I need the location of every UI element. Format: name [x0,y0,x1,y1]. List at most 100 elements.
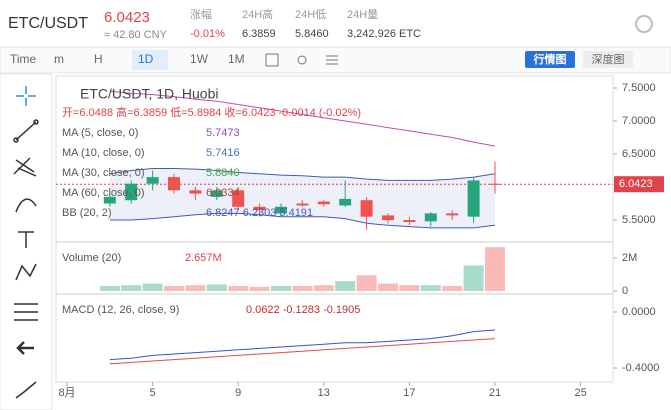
view-button-label[interactable]: 深度图 [592,52,625,66]
indicator-name: MA (60, close, 0) [62,187,145,199]
candle-body [125,183,138,201]
volume-bar [313,285,334,291]
indicator-value: 5.7473 [206,127,240,139]
stat-label: 24H高 [242,7,273,21]
stat-value: 5.8460 [295,28,329,40]
candle-body [424,213,437,222]
price: 6.0423 [104,9,150,26]
axis-label: 0.0000 [622,306,656,318]
macd-value: 0.0622 -0.1283 -0.1905 [246,304,360,316]
x-tick-label: 13 [318,387,330,399]
toolbar-item[interactable]: 1W [190,52,209,66]
x-tick-label: 5 [150,387,156,399]
active-tab [132,50,168,70]
volume-bar [249,286,270,291]
ohlc: 开=6.0488 高=6.3859 低=5.8984 收=6.0423 -0.0… [62,105,361,119]
volume-bar [142,283,163,291]
axis-label: 5.5000 [622,214,656,226]
candle-body [232,190,245,207]
indicator-name: BB (20, 2) [62,207,112,219]
x-tick-label: 17 [403,387,415,399]
axis-label: 2M [622,252,637,264]
volume-value: 2.657M [185,252,222,264]
axis-label: 0 [622,285,628,297]
header-bg [0,0,671,46]
stat-value: -0.01% [190,28,225,40]
volume-bar [335,281,356,291]
candle-body [339,198,352,206]
macd-title: MACD (12, 26, close, 9) [62,304,179,316]
stat-value: 6.3859 [242,28,276,40]
axis-label: -0.4000 [622,362,659,374]
x-tick-label: 9 [235,387,241,399]
last-price-tag [614,176,664,193]
candle-body [467,180,480,217]
volume-bar [164,286,184,291]
chart-title: ETC/USDT, 1D, Huobi [80,86,218,102]
drawing-tools[interactable] [13,86,39,399]
candle-body [446,213,459,216]
indicator-value: 6.8247 6.2303 5.4191 [206,207,313,219]
x-tick-label: 21 [489,387,501,399]
cny: ≈ 42.80 CNY [104,29,168,41]
candle-body [360,200,373,217]
volume-bar [420,285,441,291]
symbol: ETC/USDT [8,15,88,32]
chart-frame [55,75,614,383]
axis-label: 7.0000 [622,115,656,127]
toolbar-item[interactable]: m [54,52,64,66]
toolbar-item[interactable]: 1D [138,52,154,66]
candle-body [146,177,159,184]
toolbar-item[interactable]: H [94,52,103,66]
volume-bar [292,286,313,291]
volume-bar [463,265,484,291]
view-button[interactable] [583,51,633,68]
volume-bar [185,285,206,291]
view-button-label[interactable]: 行情图 [533,52,567,66]
stat-label: 涨幅 [190,8,212,21]
candle-body [168,177,180,191]
indicator-name: MA (10, close, 0) [62,147,145,159]
indicator-line [109,212,496,229]
indicator-value: 6.0334 [206,187,240,199]
volume-bar [356,275,377,291]
settings-icon[interactable] [635,15,653,33]
toolbar-icon[interactable] [297,55,307,65]
volume-bar [378,283,398,291]
toolbar-item[interactable]: 1M [228,52,245,66]
volume-bar [442,286,463,291]
axis-label: 7.5000 [622,82,656,94]
volume-title: Volume (20) [62,252,121,264]
toolbar-item[interactable]: Time [10,52,37,66]
candle-body [382,215,394,220]
indicator-line [109,329,496,361]
candle-body [210,190,223,197]
volume-bar [228,286,249,291]
volume-bar [121,285,142,291]
toolbar-icon[interactable] [265,53,279,67]
view-button[interactable] [525,51,575,68]
x-tick-label: 8月 [58,387,75,399]
volume-bar [206,284,227,291]
toolbar-icon[interactable] [326,55,338,65]
volume-bar [399,285,420,291]
plot: 7.5000 7.0000 6.5000 5.5000 2M 0 0.0000 -0.4000… [56,82,664,399]
volume-bar [99,286,120,291]
indicator-line [109,168,496,181]
indicator-line [109,90,496,147]
indicator-name: MA (30, close, 0) [62,167,145,179]
candle-body [253,206,266,211]
axis-label: 6.5000 [622,148,656,160]
indicator-name: MA (5, close, 0) [62,127,138,139]
candle-body [275,206,287,214]
candle-body [103,196,116,204]
indicator-line [109,338,496,365]
last-price: 6.0423 [619,178,653,190]
bb-fill [109,168,496,228]
x-tick-label: 25 [574,387,586,399]
indicator-value: 5.8840 [206,167,240,179]
indicator-value: 5.7416 [206,147,240,159]
candle-body [189,190,202,194]
stat-label: 24H低 [295,8,326,21]
